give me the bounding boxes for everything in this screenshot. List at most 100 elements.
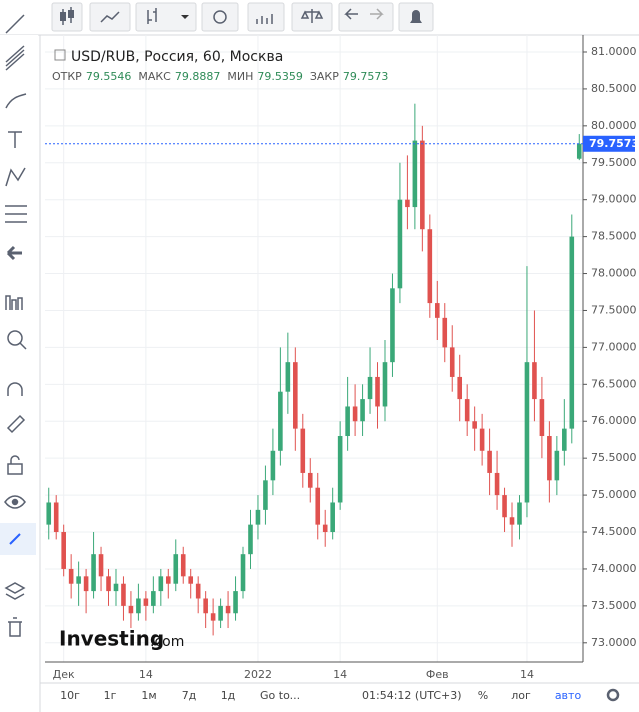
y-tick-label: 77.5000 — [591, 303, 637, 316]
y-tick-label: 80.5000 — [591, 82, 637, 95]
candle-body — [360, 399, 365, 422]
candle-body — [136, 598, 141, 614]
ohlc-label: ЗАКР — [310, 70, 339, 83]
range-button[interactable]: 10г — [60, 689, 80, 702]
candle-body — [375, 376, 380, 407]
ohlc-label: ОТКР — [52, 70, 82, 83]
candle-body — [255, 509, 261, 525]
candle-body — [405, 199, 410, 208]
ohlc-value: 79.5546 — [86, 70, 132, 83]
candle-body — [434, 303, 440, 318]
y-tick-label: 76.5000 — [591, 377, 637, 390]
compare-button[interactable] — [89, 2, 131, 32]
candle-body — [494, 472, 500, 496]
candle-body — [113, 583, 119, 592]
range-button[interactable]: 1м — [141, 689, 156, 702]
candle-body — [225, 605, 231, 614]
plot-area — [45, 35, 583, 662]
candle-body — [509, 517, 515, 525]
x-tick-label: 14 — [520, 668, 534, 681]
candle-body — [539, 399, 545, 437]
candle-body — [300, 428, 306, 473]
candle-body — [397, 199, 403, 289]
drawing-tools[interactable] — [0, 14, 36, 637]
left-toolbar — [0, 35, 38, 712]
candle-body — [263, 480, 268, 510]
candle-body — [173, 554, 179, 584]
y-tick-label: 79.0000 — [591, 193, 637, 206]
settings-button[interactable] — [201, 2, 239, 32]
range-button[interactable]: 1д — [221, 689, 236, 702]
candle-body — [479, 428, 485, 451]
range-button[interactable]: 7д — [182, 689, 197, 702]
undo-redo[interactable] — [338, 2, 394, 32]
candle-style-button[interactable] — [51, 2, 83, 32]
alert-button[interactable] — [398, 2, 434, 32]
candle-body — [46, 502, 52, 525]
last-price-label: 79.7573 — [589, 137, 639, 150]
y-tick-label: 73.5000 — [591, 599, 637, 612]
y-tick-label: 78.0000 — [591, 267, 637, 280]
candle-body — [330, 502, 335, 533]
candle-body — [322, 524, 328, 533]
candle-body — [293, 362, 298, 429]
x-tick-label: Дек — [53, 668, 75, 681]
y-tick-label: 81.0000 — [591, 45, 637, 58]
candle-body — [524, 362, 530, 503]
logo-suffix: .com — [150, 634, 184, 650]
candle-body — [98, 554, 104, 577]
log-button[interactable]: лог — [511, 689, 531, 702]
goto-button[interactable]: Go to... — [260, 689, 300, 702]
candle-body — [165, 576, 171, 584]
ohlc-label: МАКС — [138, 70, 171, 83]
candle-body — [128, 605, 134, 614]
candle-body — [390, 288, 395, 363]
candle-body — [76, 576, 81, 584]
candle-body — [188, 576, 194, 584]
y-tick-label: 75.5000 — [591, 451, 637, 464]
x-tick-label: Фев — [426, 668, 449, 681]
y-tick-label: 78.5000 — [591, 230, 637, 243]
candle-body — [315, 487, 321, 525]
ohlc-value: 79.5359 — [257, 70, 303, 83]
logo-brand: Investing — [59, 627, 164, 651]
y-tick-label: 80.0000 — [591, 119, 637, 132]
candle-body — [457, 376, 463, 400]
candle-body — [195, 583, 201, 599]
auto-button[interactable]: авто — [555, 689, 582, 702]
range-button[interactable]: 1г — [104, 689, 117, 702]
studies-button[interactable] — [247, 2, 285, 32]
candle-body — [233, 591, 238, 614]
candle-body — [427, 229, 433, 304]
candle-body — [278, 391, 283, 451]
chart-title: USD/RUB, Россия, 60, Москва — [71, 49, 283, 65]
y-tick-label: 77.0000 — [591, 340, 637, 353]
clock: 01:54:12 (UTC+3) — [362, 689, 462, 702]
candle-body — [91, 554, 96, 592]
candle-body — [352, 406, 358, 422]
collapse-box[interactable] — [54, 49, 66, 61]
y-tick-label: 76.0000 — [591, 414, 637, 427]
candle-body — [464, 399, 470, 422]
x-tick-label: 14 — [333, 668, 347, 681]
candle-body — [158, 576, 164, 592]
candle-body — [68, 568, 74, 584]
candle-body — [203, 598, 208, 614]
candle-body — [210, 613, 216, 621]
y-tick-label: 79.5000 — [591, 156, 637, 169]
settings-icon[interactable] — [606, 688, 620, 702]
candle-body — [345, 406, 350, 437]
candle-body — [83, 576, 89, 592]
candle-body — [106, 576, 111, 592]
ohlc-value: 79.7573 — [343, 70, 389, 83]
indicators-button[interactable] — [135, 2, 197, 32]
candle-body — [576, 143, 582, 159]
balance-button[interactable] — [291, 2, 333, 32]
percent-button[interactable]: % — [478, 689, 488, 702]
last-price-tag — [583, 135, 635, 152]
candle-body — [270, 450, 276, 481]
candle-body — [562, 428, 567, 451]
candle-body — [420, 140, 425, 230]
x-tick-label: 14 — [139, 668, 153, 681]
candle-body — [517, 502, 522, 525]
